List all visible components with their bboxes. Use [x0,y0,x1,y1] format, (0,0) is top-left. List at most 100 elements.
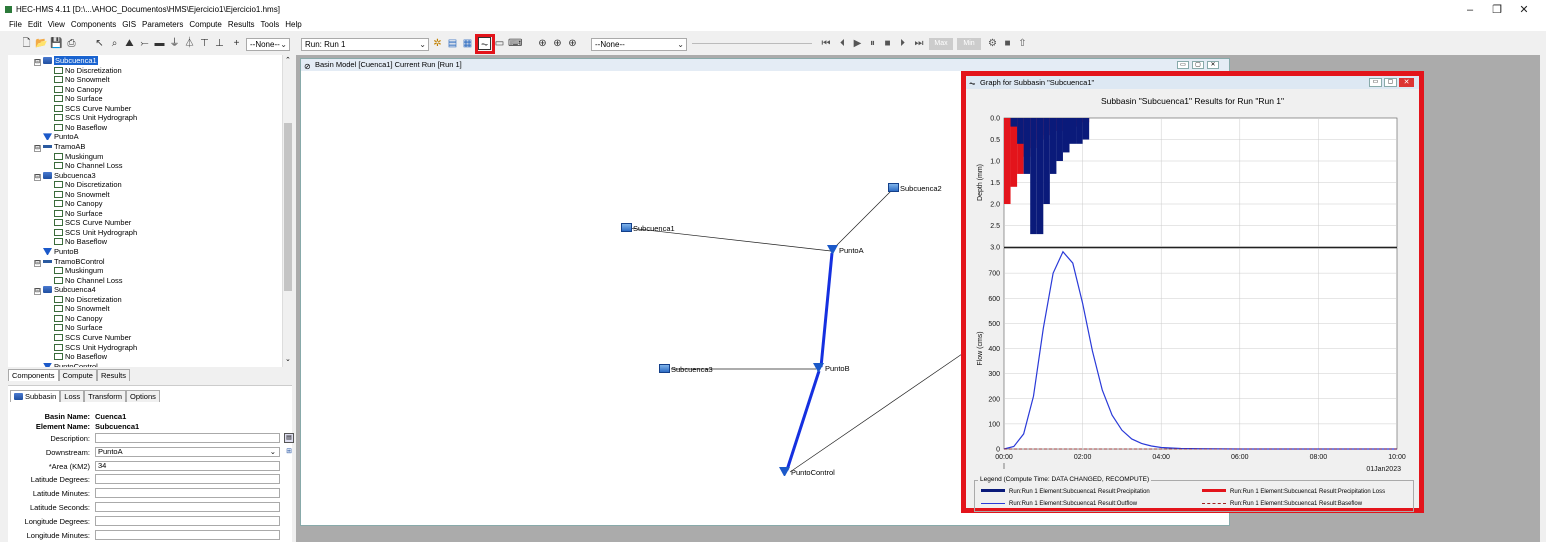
add-point-icon[interactable]: + [233,38,240,49]
tree-item[interactable]: No Discretization [54,180,122,190]
node-subcuenca2[interactable]: Subcuenca2 [888,183,942,193]
tab-subbasin[interactable]: Subbasin [10,390,61,402]
node-puntoControl[interactable]: PuntoControl [779,467,835,477]
property-input[interactable] [95,474,280,485]
print-icon[interactable]: ⎙ [67,38,76,49]
menu-view[interactable]: View [47,20,65,29]
tree-item[interactable]: ⊟ Subcuenca4 [34,285,96,296]
menu-components[interactable]: Components [70,20,117,29]
tab-results[interactable]: Results [96,369,130,381]
graph-window-titlebar[interactable]: ⏦ Graph for Subbasin "Subcuenca1" ▭ ▢ ✕ [966,76,1419,89]
step-forward-icon[interactable]: ⏵ [900,38,905,49]
scroll-up-icon[interactable]: ⌃ [285,57,291,64]
tree-item[interactable]: No Surface [54,323,103,333]
tree-item[interactable]: SCS Unit Hydrograph [54,113,137,123]
reach-tool-icon[interactable]: ⤚ [140,38,149,49]
menu-tools[interactable]: Tools [260,20,280,29]
tree-item[interactable]: Muskingum [54,266,103,276]
zoom-tool-icon[interactable]: ⌕ [111,38,118,49]
basin-close-button[interactable]: ✕ [1207,61,1219,69]
junction-tool-icon[interactable]: ⏚ [169,38,180,49]
menu-compute[interactable]: Compute [189,20,222,29]
pause-icon[interactable]: ⏸ [870,38,875,49]
tree-item[interactable]: ⊟ Subcuenca1 [34,56,98,66]
tree-item[interactable]: No Snowmelt [54,190,110,200]
step-back-icon[interactable]: ⏴ [840,38,845,49]
source-tool-icon[interactable]: ⊤ [200,38,209,49]
gis-tool3-icon[interactable]: ⊕ [568,38,577,49]
minimize-button[interactable]: – [1466,4,1474,16]
export-icon[interactable]: ⇧ [1018,38,1027,49]
tree-expander[interactable]: ⊟ [34,59,41,66]
tree-item[interactable]: No Channel Loss [54,161,123,171]
fast-forward-icon[interactable]: ⏭ [914,38,924,49]
tree-item[interactable]: No Surface [54,94,103,104]
stop-icon[interactable]: ■ [884,38,891,49]
tree-item[interactable]: No Snowmelt [54,304,110,314]
gis-tool2-icon[interactable]: ⊕ [553,38,562,49]
tree-expander[interactable]: ⊟ [34,173,41,181]
tree-item[interactable]: SCS Curve Number [54,333,131,343]
graph-window[interactable]: ⏦ Graph for Subbasin "Subcuenca1" ▭ ▢ ✕ … [961,71,1424,513]
table-icon[interactable]: ▭ [494,38,505,49]
close-button[interactable]: ✕ [1519,4,1529,16]
summary-table-icon[interactable]: ▤ [447,38,458,49]
description-editor-icon[interactable]: ▤ [284,433,294,443]
tree-item[interactable]: No Snowmelt [54,75,110,85]
basin-maximize-button[interactable]: ▢ [1192,61,1204,69]
tab-compute[interactable]: Compute [58,369,97,381]
subbasin-tool-icon[interactable]: ⛰ [125,38,134,49]
menu-parameters[interactable]: Parameters [142,20,184,29]
property-input[interactable] [95,515,280,526]
graph-minimize-button[interactable]: ▭ [1369,78,1382,87]
tab-transform[interactable]: Transform [84,390,127,402]
time-slider[interactable] [692,43,812,44]
property-input[interactable] [95,529,280,540]
component-tree[interactable]: ⊟ Subcuenca1 No Discretization No Snowmelt N… [8,55,290,367]
tree-item[interactable]: PuntoControl [34,362,98,367]
tree-item[interactable]: No Baseflow [54,352,107,362]
graph-maximize-button[interactable]: ▢ [1384,78,1397,87]
basin-window-titlebar[interactable]: ⊘ Basin Model [Cuenca1] Current Run [Run… [301,59,1229,71]
tree-item[interactable]: No Canopy [54,85,103,95]
tab-components[interactable]: Components [8,369,59,381]
menu-results[interactable]: Results [227,20,255,29]
new-icon[interactable]: 🗋 [22,38,31,49]
tree-item[interactable]: SCS Unit Hydrograph [54,343,137,353]
property-input[interactable] [95,502,280,512]
gis-tool1-icon[interactable]: ⊕ [538,38,547,49]
node-puntoA[interactable]: PuntoA [827,245,864,255]
tree-item[interactable]: No Discretization [54,66,122,76]
basin-minimize-button[interactable]: ▭ [1177,61,1189,69]
tree-expander[interactable]: ⊟ [34,144,41,152]
min-button[interactable]: Min [957,38,981,50]
tree-item[interactable]: PuntoA [34,132,79,142]
tree-item[interactable]: SCS Unit Hydrograph [54,228,137,238]
tab-loss[interactable]: Loss [60,390,85,402]
arrow-tool-icon[interactable]: ↖ [95,38,104,49]
tab-options[interactable]: Options [126,390,160,402]
simulation-selector[interactable]: --None-- ⌄ [591,38,687,51]
tree-item[interactable]: SCS Curve Number [54,104,131,114]
report-icon[interactable]: ⌨ [508,38,523,49]
run-selector[interactable]: Run: Run 1 ⌄ [301,38,429,51]
tree-item[interactable]: PuntoB [34,247,79,257]
compute-icon[interactable]: ✲ [433,38,442,49]
tree-item[interactable]: No Surface [54,209,103,219]
node-puntoB[interactable]: PuntoB [813,363,850,373]
tree-expander[interactable]: ⊟ [34,259,41,267]
sink-tool-icon[interactable]: ⊥ [215,38,224,49]
node-subcuenca3[interactable]: Subcuenca3 [659,364,713,374]
property-input[interactable] [95,433,280,443]
tree-item[interactable]: No Baseflow [54,123,107,133]
property-input[interactable]: 34 [95,460,280,471]
tree-expander[interactable]: ⊟ [34,288,41,296]
scrollbar-thumb[interactable] [284,123,292,291]
node-subcuenca1[interactable]: Subcuenca1 [621,223,675,233]
graph-close-button[interactable]: ✕ [1399,78,1414,87]
menu-edit[interactable]: Edit [27,20,42,29]
tree-item[interactable]: ⊟ Subcuenca3 [34,171,96,181]
reservoir-tool-icon[interactable]: ▬ [154,38,165,49]
graph-icon[interactable]: ⏦ [478,37,491,50]
tree-item[interactable]: No Canopy [54,199,103,209]
